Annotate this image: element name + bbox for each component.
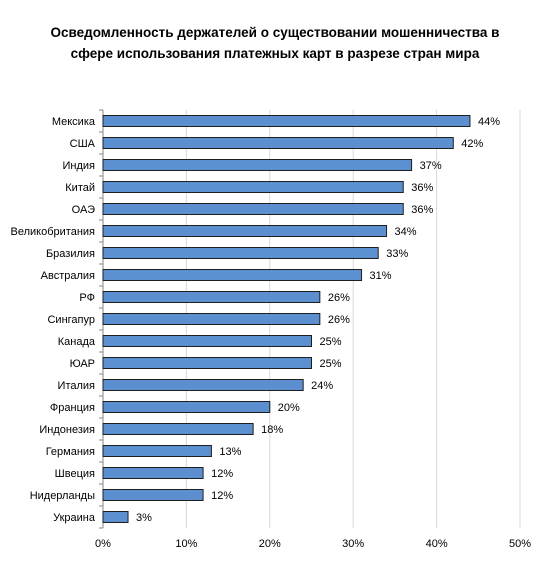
- labels: 0% 10% 20% 30% 40% 50% Мексика 44% США 42% Индия 37…: [11, 116, 532, 550]
- category-label: Нидерланды: [30, 490, 95, 502]
- data-label: 34%: [395, 226, 417, 238]
- bar: [102, 489, 204, 501]
- bar: [102, 335, 312, 347]
- data-label: 25%: [320, 336, 342, 348]
- x-tick-label: 0%: [95, 538, 111, 550]
- bars: [102, 115, 471, 523]
- bar: [102, 181, 404, 193]
- chart-title: Осведомленность держателей о существован…: [50, 25, 500, 61]
- axes: [99, 109, 104, 529]
- data-label: 31%: [370, 270, 392, 282]
- data-label: 12%: [211, 468, 233, 480]
- data-label: 20%: [278, 402, 300, 414]
- data-label: 36%: [411, 182, 433, 194]
- bar: [102, 291, 321, 303]
- x-tick-label: 30%: [342, 538, 364, 550]
- category-label: Индонезия: [39, 424, 95, 436]
- category-label: ЮАР: [70, 358, 95, 370]
- category-label: Мексика: [52, 116, 96, 128]
- category-label: Великобритания: [11, 226, 96, 238]
- x-tick-label: 50%: [509, 538, 531, 550]
- bar: [102, 379, 304, 391]
- x-tick-label: 10%: [175, 538, 197, 550]
- bar: [102, 445, 212, 457]
- bar: [102, 159, 413, 171]
- bar: [102, 115, 471, 127]
- data-label: 3%: [136, 512, 152, 524]
- category-label: Швеция: [55, 468, 95, 480]
- category-label: Франция: [50, 402, 95, 414]
- category-label: Бразилия: [46, 248, 95, 260]
- category-label: Индия: [62, 160, 95, 172]
- data-label: 42%: [461, 138, 483, 150]
- bar: [102, 247, 379, 259]
- bar: [102, 137, 454, 149]
- bar: [102, 467, 204, 479]
- data-label: 36%: [411, 204, 433, 216]
- category-label: Сингапур: [47, 314, 95, 326]
- x-tick-label: 20%: [259, 538, 281, 550]
- bar: [102, 423, 254, 435]
- bar: [102, 401, 271, 413]
- data-label: 37%: [420, 160, 442, 172]
- data-label: 13%: [219, 446, 241, 458]
- x-tick-label: 40%: [426, 538, 448, 550]
- bar: [102, 269, 363, 281]
- data-label: 18%: [261, 424, 283, 436]
- bar: [102, 203, 404, 215]
- category-label: США: [70, 138, 96, 150]
- data-label: 24%: [311, 380, 333, 392]
- bar: [102, 225, 388, 237]
- data-label: 12%: [211, 490, 233, 502]
- category-label: Украина: [53, 512, 96, 524]
- category-label: Германия: [46, 446, 95, 458]
- category-label: Австралия: [41, 270, 95, 282]
- data-label: 26%: [328, 292, 350, 304]
- bar: [102, 313, 321, 325]
- category-label: Китай: [65, 182, 95, 194]
- bar: [102, 357, 312, 369]
- data-label: 44%: [478, 116, 500, 128]
- data-label: 25%: [320, 358, 342, 370]
- category-label: РФ: [79, 292, 95, 304]
- category-label: Италия: [58, 380, 96, 392]
- bar: [102, 511, 129, 523]
- data-label: 26%: [328, 314, 350, 326]
- category-label: Канада: [58, 336, 96, 348]
- category-label: ОАЭ: [72, 204, 95, 216]
- data-label: 33%: [386, 248, 408, 260]
